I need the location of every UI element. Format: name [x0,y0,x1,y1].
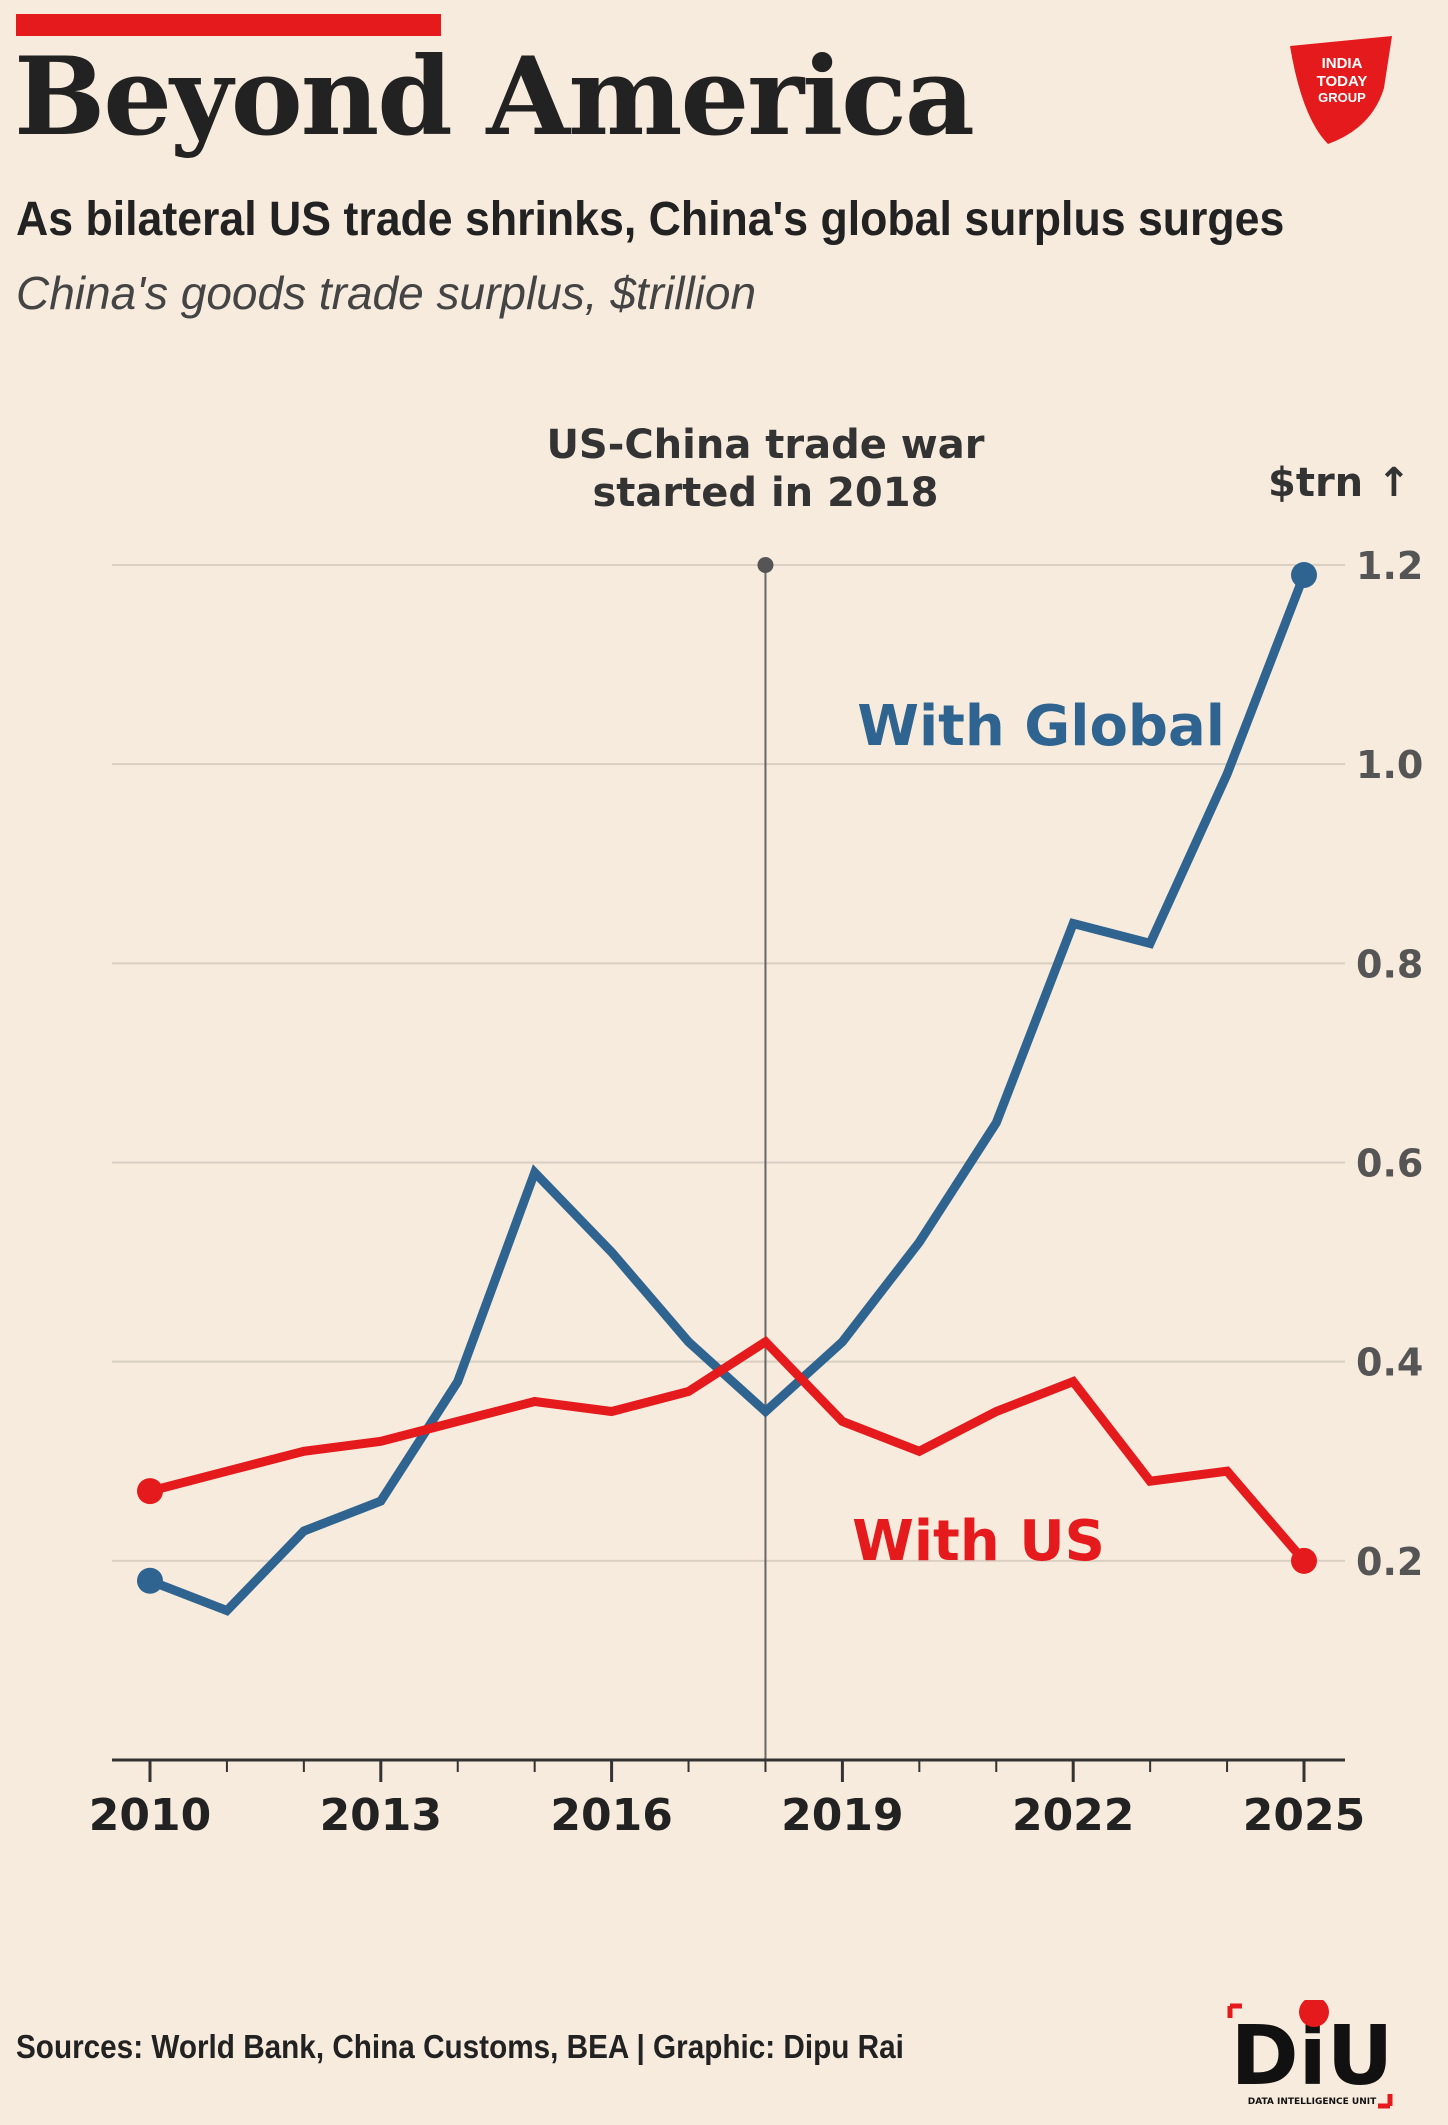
series-end-point-with-global [1291,561,1317,588]
series-line-with-global [148,573,1309,1616]
svg-text:DATA INTELLIGENCE UNIT: DATA INTELLIGENCE UNIT [1248,2097,1377,2107]
svg-text:INDIA: INDIA [1322,55,1363,72]
india-today-group-logo: INDIA TODAY GROUP [1290,36,1392,144]
y-tick-label: 0.8 [1356,942,1423,986]
series-end-point-with-us [1291,1547,1317,1574]
x-tick-label: 2010 [89,1790,211,1841]
x-tick-label: 2025 [1243,1790,1365,1841]
x-tick-label: 2013 [320,1790,442,1841]
y-tick-label: 0.2 [1356,1540,1423,1584]
chart-unit-line: China's goods trade surplus, $trillion [16,267,757,319]
x-tick-label: 2019 [781,1790,903,1841]
series-start-point-with-us [137,1478,163,1505]
page-title: Beyond America [14,34,975,160]
x-tick-label: 2022 [1012,1790,1134,1841]
y-tick-label: 0.4 [1356,1341,1423,1385]
series-label-with-global: With Global [857,694,1225,759]
svg-text:GROUP: GROUP [1318,90,1366,105]
trade-war-annotation-line-1: US-China trade war [546,422,984,468]
trade-war-annotation-line-2: started in 2018 [593,470,939,516]
chart-subtitle: As bilateral US trade shrinks, China's g… [16,193,1285,246]
series-start-point-with-global [137,1567,163,1594]
x-tick-label: 2016 [550,1790,672,1841]
y-axis-unit-label: $trn ↑ [1268,460,1411,506]
svg-text:TODAY: TODAY [1317,73,1368,90]
y-tick-label: 1.0 [1356,743,1423,787]
trade-war-marker-dot [757,557,774,573]
accent-bar [16,14,441,36]
y-tick-label: 0.6 [1356,1142,1423,1186]
diu-logo: DiU DATA INTELLIGENCE UNIT [1227,2000,1393,2109]
series-label-with-us: With US [852,1509,1105,1574]
source-credit: Sources: World Bank, China Customs, BEA … [16,2028,904,2065]
series-line-with-us [148,1336,1308,1564]
y-tick-label: 1.2 [1356,544,1423,588]
